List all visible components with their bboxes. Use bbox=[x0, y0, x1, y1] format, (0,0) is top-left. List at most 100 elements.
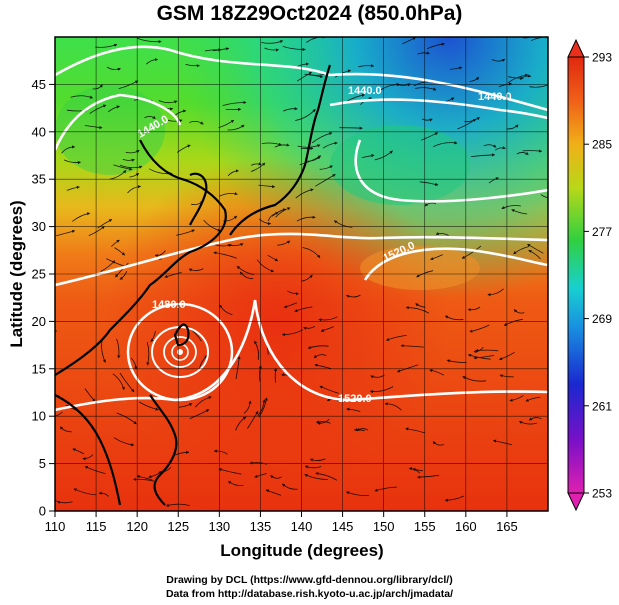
streamline bbox=[417, 474, 440, 479]
coastline-indochina bbox=[55, 394, 122, 506]
contour-line bbox=[55, 45, 548, 112]
colorbar-tick-label: 269 bbox=[592, 312, 612, 326]
streamline bbox=[95, 43, 118, 48]
streamline bbox=[516, 151, 529, 156]
streamline bbox=[88, 226, 105, 236]
streamline bbox=[167, 119, 183, 123]
streamline bbox=[295, 108, 316, 121]
x-tick-label: 135 bbox=[250, 519, 272, 534]
streamline bbox=[457, 118, 477, 130]
y-tick-label: 45 bbox=[32, 77, 46, 92]
streamline bbox=[247, 410, 259, 429]
streamline bbox=[243, 400, 252, 414]
streamline bbox=[146, 341, 150, 366]
colorbar-max-triangle bbox=[567, 38, 585, 58]
streamline bbox=[235, 416, 247, 431]
streamline bbox=[446, 359, 467, 363]
streamline bbox=[122, 158, 135, 162]
y-tick-label: 30 bbox=[32, 219, 46, 234]
streamline bbox=[384, 402, 402, 411]
y-tick-label: 5 bbox=[39, 456, 46, 471]
streamline bbox=[315, 471, 338, 481]
contour-label: 1520.0 bbox=[338, 393, 372, 405]
streamline bbox=[429, 254, 443, 261]
streamline bbox=[116, 412, 137, 425]
x-tick-label: 140 bbox=[291, 519, 313, 534]
streamline bbox=[212, 47, 230, 52]
streamline bbox=[473, 355, 495, 360]
x-tick-label: 160 bbox=[455, 519, 477, 534]
streamline bbox=[61, 145, 76, 154]
streamline bbox=[396, 364, 419, 373]
streamline bbox=[317, 418, 330, 426]
streamline bbox=[449, 66, 463, 70]
y-tick-label: 25 bbox=[32, 267, 46, 282]
streamline bbox=[194, 396, 212, 408]
streamline bbox=[346, 294, 361, 298]
streamline bbox=[528, 249, 541, 260]
streamline bbox=[213, 449, 228, 455]
streamline bbox=[72, 448, 85, 455]
streamline bbox=[433, 141, 458, 147]
streamline bbox=[405, 427, 425, 434]
streamline bbox=[176, 229, 195, 236]
streamline bbox=[444, 495, 464, 502]
streamline bbox=[258, 218, 272, 226]
streamline bbox=[111, 239, 120, 247]
streamline bbox=[261, 142, 282, 146]
y-tick-label: 20 bbox=[32, 314, 46, 329]
contour-line bbox=[354, 139, 548, 203]
x-axis-label: Longitude (degrees) bbox=[220, 541, 383, 560]
streamline bbox=[415, 303, 426, 308]
streamline bbox=[219, 304, 233, 316]
streamline bbox=[313, 354, 327, 359]
streamline bbox=[114, 247, 126, 256]
streamline bbox=[113, 437, 135, 447]
streamline bbox=[495, 146, 506, 151]
streamline bbox=[435, 231, 449, 236]
coastline-philippines bbox=[149, 394, 178, 506]
colorbar-tick-label: 293 bbox=[592, 51, 612, 65]
x-tick-label: 130 bbox=[208, 519, 230, 534]
streamline bbox=[227, 243, 244, 247]
streamline bbox=[89, 104, 107, 114]
streamline bbox=[275, 207, 291, 218]
streamline bbox=[113, 164, 133, 171]
streamline bbox=[261, 40, 284, 44]
streamline bbox=[82, 454, 94, 461]
streamline bbox=[115, 262, 129, 278]
streamline bbox=[72, 212, 91, 222]
streamline bbox=[189, 120, 204, 125]
streamline bbox=[129, 172, 140, 178]
streamline bbox=[98, 491, 109, 497]
streamline bbox=[287, 290, 299, 296]
x-tick-label: 155 bbox=[414, 519, 436, 534]
streamline bbox=[125, 149, 140, 154]
streamline bbox=[347, 93, 366, 102]
streamline bbox=[295, 188, 314, 199]
streamline bbox=[283, 302, 297, 309]
streamline bbox=[84, 388, 96, 402]
streamline bbox=[498, 82, 513, 88]
streamline bbox=[227, 480, 244, 486]
x-tick-label: 150 bbox=[373, 519, 395, 534]
streamline bbox=[116, 338, 121, 359]
streamline bbox=[146, 57, 159, 65]
streamline bbox=[158, 467, 172, 474]
streamline bbox=[314, 174, 336, 187]
contour-line bbox=[363, 247, 548, 281]
streamline bbox=[322, 141, 338, 149]
streamline bbox=[483, 144, 497, 148]
streamline bbox=[419, 181, 439, 186]
streamline bbox=[137, 38, 162, 44]
streamline bbox=[400, 344, 424, 348]
streamline bbox=[222, 100, 247, 106]
x-axis-ticks: 110 115 120 125 130 135 140 145 150 155 160 165 bbox=[45, 511, 518, 534]
streamline bbox=[421, 132, 439, 141]
streamline bbox=[178, 403, 193, 408]
streamline bbox=[540, 194, 548, 199]
lat-lon-grid bbox=[55, 37, 548, 511]
streamline bbox=[185, 64, 200, 68]
streamline bbox=[528, 417, 542, 421]
streamline bbox=[311, 132, 333, 144]
